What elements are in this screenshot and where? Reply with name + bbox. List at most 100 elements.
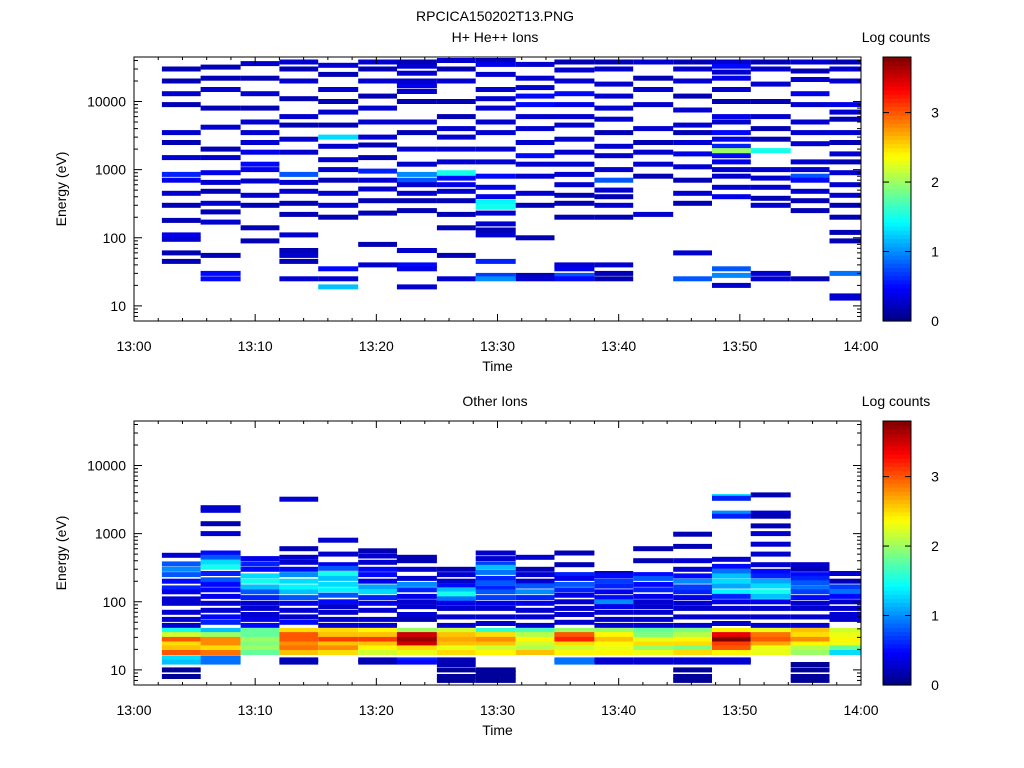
heatmap-cell [554,632,595,638]
heatmap-cell [673,650,712,655]
heatmap-cell [436,252,476,258]
heatmap-cell [200,593,241,599]
heatmap-cell [515,607,555,613]
heatmap-cell [829,102,861,108]
heatmap-cell [200,75,241,81]
heatmap-cell [279,78,319,84]
colorbar-segment [883,156,911,161]
colorbar-segment [883,65,911,70]
heatmap-cell [396,78,437,84]
heatmap-cell [200,554,241,560]
heatmap-cell [594,93,634,99]
colorbar-segment [883,532,911,538]
heatmap-cell [673,177,712,183]
heatmap-cell [750,202,791,208]
heatmap-cell [200,559,241,565]
heatmap-cell [750,167,791,173]
heatmap-cell [594,604,634,610]
heatmap-cell [594,632,634,638]
heatmap-cell [790,662,830,667]
colorbar-segment [883,520,911,525]
heatmap-cell [318,537,359,543]
heatmap-cell [712,130,751,136]
heatmap-cell [358,105,397,111]
colorbar-segment [883,565,911,571]
heatmap-cell [279,496,319,502]
heatmap-cell [161,641,201,647]
heatmap-cell [594,177,634,183]
colorbar-segment [883,511,911,517]
colorbar-segment [883,127,911,132]
heatmap-cell [633,593,674,599]
heatmap-cell [750,148,791,154]
heatmap-cell [712,272,751,278]
heatmap-cell [790,188,830,194]
figure-title: RPCICA150202T13.PNG [416,8,574,24]
heatmap-cell [475,194,516,200]
heatmap-cell [515,276,555,282]
heatmap-cell [554,200,595,206]
heatmap-cell [358,636,397,642]
heatmap-cell [240,622,280,628]
heatmap-cell [594,616,634,622]
colorbar-segment [883,569,911,575]
colorbar-segment [883,643,911,649]
heatmap-cell [318,202,359,208]
heatmap-cell [515,645,555,651]
colorbar-segment [883,255,911,260]
heatmap-cell [475,105,516,111]
heatmap-cell [200,571,241,576]
heatmap-cell [712,583,751,589]
heatmap-cell [712,599,751,605]
heatmap-cell [200,636,241,642]
colorbar-segment [883,680,911,686]
heatmap-cell [200,564,241,570]
heatmap-cell [396,99,437,104]
heatmap-cell [279,600,319,606]
heatmap-cell [712,75,751,81]
heatmap-cell [594,578,634,584]
heatmap-cell [594,622,634,628]
heatmap-cell [358,168,397,174]
heatmap-cell [396,63,437,69]
heatmap-cell [475,258,516,264]
heatmap-cell [790,159,830,165]
y-axis-label: Energy (eV) [53,516,69,591]
heatmap-cell [829,151,861,157]
heatmap-cell [594,262,634,268]
heatmap-cell [436,632,476,638]
heatmap-cell [633,581,674,587]
heatmap-cell [279,614,319,620]
heatmap-cell [515,173,555,179]
heatmap-cell [318,592,359,598]
heatmap-cell [475,614,516,620]
heatmap-cell [554,67,595,73]
colorbar-segment [883,250,911,256]
heatmap-cell [790,600,830,606]
heatmap-cell [594,105,634,111]
colorbar-segment [883,656,911,661]
heatmap-cell [673,600,712,606]
heatmap-cell [279,554,319,560]
heatmap-cell [750,568,791,574]
heatmap-cell [475,621,516,626]
heatmap-cell [161,140,201,145]
heatmap-cell [712,593,751,599]
heatmap-cell [475,87,516,92]
heatmap-cell [633,641,674,647]
heatmap-cell [200,641,241,647]
heatmap-cell [673,122,712,128]
heatmap-cell [200,627,241,633]
heatmap-cell [790,177,830,183]
heatmap-cell [475,61,516,67]
heatmap-cell [436,99,476,104]
heatmap-cell [594,187,634,193]
heatmap-cell [633,149,674,155]
colorbar-segment [883,528,911,533]
colorbar-segment [883,660,911,665]
heatmap-cell [318,645,359,651]
heatmap-cell [279,211,319,217]
heatmap-cell [475,636,516,642]
heatmap-cell [594,595,634,601]
heatmap-cell [318,167,359,173]
